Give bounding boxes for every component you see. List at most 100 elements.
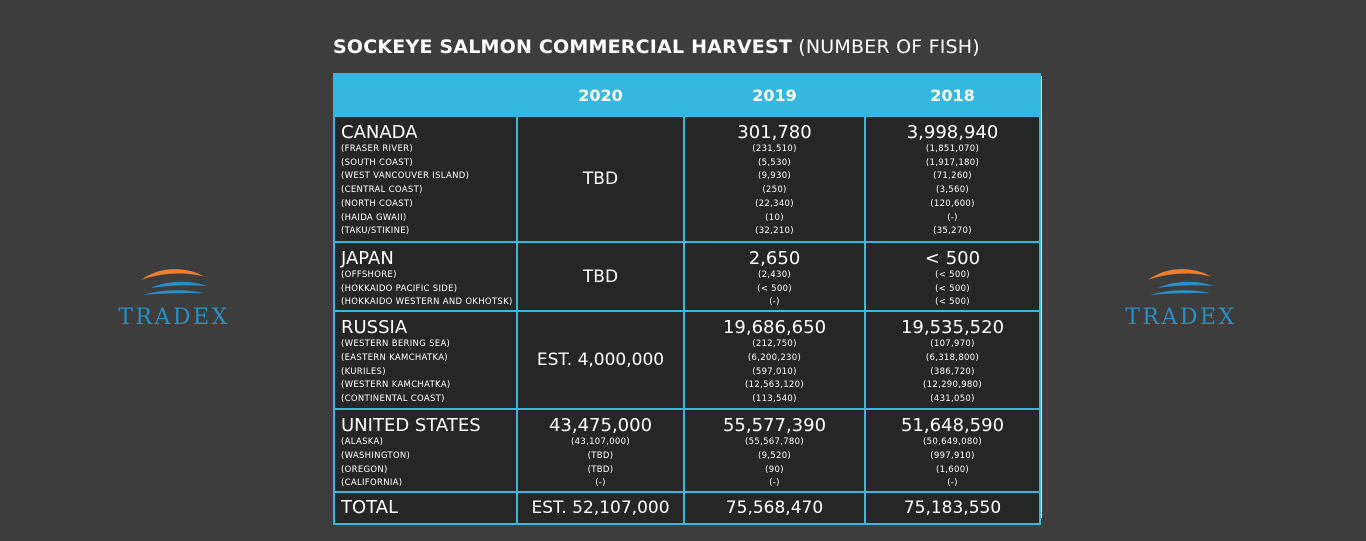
sub-value: (6,318,800) <box>925 352 980 363</box>
sub-region-label: (HAIDA GWAII) <box>341 212 407 223</box>
sub-value: (-) <box>947 478 958 489</box>
sub-value: (9,930) <box>757 171 792 182</box>
sub-value: (12,563,120) <box>745 380 804 391</box>
sub-region-label: (OFFSHORE) <box>341 270 397 280</box>
sub-value: (431,050) <box>930 393 975 404</box>
sub-value: (90) <box>765 464 784 475</box>
sub-value: (< 500) <box>757 283 792 294</box>
sub-value: (71,260) <box>933 171 972 182</box>
total-value: 43,475,000 <box>548 415 653 437</box>
value-cell-2019: 2,650 (2,430) (< 500) (-) <box>683 240 866 313</box>
sub-region-label: (HOKKAIDO PACIFIC SIDE) <box>341 283 458 294</box>
sub-value: (212,750) <box>752 339 797 350</box>
sub-value: (22,340) <box>755 198 794 209</box>
total-value: 55,577,390 <box>722 415 827 437</box>
value-cell-2020: EST. 4,000,000 <box>516 310 685 411</box>
region-cell: JAPAN (OFFSHORE) (HOKKAIDO PACIFIC SIDE) (H… <box>333 240 518 313</box>
value-cell-2018: 19,535,520 (107,970) (6,318,800) (386,720) (… <box>864 310 1041 411</box>
sub-value: (3,560) <box>935 185 970 196</box>
region-cell: UNITED STATES (ALASKA) (WASHINGTON) (OREGON… <box>333 408 518 493</box>
sub-value: (12,290,980) <box>923 380 982 391</box>
sub-value: (120,600) <box>930 198 975 209</box>
sub-region-label: (WESTERN BERING SEA) <box>341 339 451 350</box>
sub-region-label: (FRASER RIVER) <box>341 144 413 154</box>
sub-region-label: (WASHINGTON) <box>341 450 411 461</box>
total-2020: EST. 52,107,000 <box>516 490 685 525</box>
chart-title-main: SOCKEYE SALMON COMMERCIAL HARVEST <box>333 36 793 58</box>
brand-name: TRADEX <box>1125 305 1237 330</box>
sub-value: (-) <box>769 478 780 489</box>
table-row: UNITED STATES (ALASKA) (WASHINGTON) (OREGON… <box>333 408 1041 493</box>
sub-region-label: (OREGON) <box>341 464 388 475</box>
sub-value: (6,200,230) <box>747 352 802 363</box>
brand-name: TRADEX <box>118 305 230 330</box>
header-2019: 2019 <box>683 73 866 117</box>
sub-value: (113,540) <box>752 393 797 404</box>
total-value: TBD <box>582 169 619 189</box>
total-value: EST. 4,000,000 <box>536 350 665 371</box>
sub-value: (< 500) <box>935 297 970 308</box>
sub-value: (-) <box>595 478 606 489</box>
region-cell: RUSSIA (WESTERN BERING SEA) (EASTERN KAMCH… <box>333 310 518 411</box>
harvest-table: 2020 2019 2018 CANADA (FRASER RIVER) (SOUT… <box>333 73 1041 525</box>
value-cell-2020: 43,475,000 (43,107,000) (TBD) (TBD) (-) <box>516 408 685 493</box>
total-2019: 75,568,470 <box>683 490 866 525</box>
tradex-logo-right: TRADEX <box>1116 268 1246 330</box>
total-value: 301,780 <box>737 122 812 143</box>
table-row: CANADA (FRASER RIVER) (SOUTH COAST) (WEST V… <box>333 115 1041 243</box>
sub-region-label: (CALIFORNIA) <box>341 478 403 489</box>
sub-value: (35,270) <box>933 226 972 237</box>
total-row: TOTAL EST. 52,107,000 75,568,470 75,183,… <box>333 490 1041 525</box>
sub-value: (9,520) <box>757 450 792 461</box>
region-name: JAPAN <box>341 248 394 269</box>
sub-region-label: (CENTRAL COAST) <box>341 185 423 196</box>
region-name: CANADA <box>341 122 418 143</box>
chart-title: SOCKEYE SALMON COMMERCIAL HARVEST (NUMBE… <box>333 36 980 58</box>
sub-value: (TBD) <box>587 450 614 461</box>
total-value: 3,998,940 <box>906 122 999 143</box>
header-2018: 2018 <box>864 73 1041 117</box>
total-value: 2,650 <box>748 248 801 269</box>
table-body: CANADA (FRASER RIVER) (SOUTH COAST) (WEST V… <box>333 115 1041 525</box>
sub-region-label: (HOKKAIDO WESTERN AND OKHOTSK) <box>341 297 513 308</box>
region-name: RUSSIA <box>341 317 408 339</box>
value-cell-2018: 3,998,940 (1,851,070) (1,917,180) (71,260) (… <box>864 115 1041 243</box>
sub-value: (< 500) <box>935 270 970 280</box>
region-cell: CANADA (FRASER RIVER) (SOUTH COAST) (WEST V… <box>333 115 518 243</box>
total-value: 19,686,650 <box>722 317 827 339</box>
sub-region-label: (NORTH COAST) <box>341 198 414 209</box>
region-name: UNITED STATES <box>341 415 481 437</box>
sub-region-label: (ALASKA) <box>341 437 384 448</box>
value-cell-2018: < 500 (< 500) (< 500) (< 500) <box>864 240 1041 313</box>
sub-value: (10) <box>765 212 784 223</box>
value-cell-2019: 301,780 (231,510) (5,530) (9,930) (250) (22,3… <box>683 115 866 243</box>
sub-value: (-) <box>947 212 958 223</box>
value-cell-2020: TBD <box>516 240 685 313</box>
table-row: RUSSIA (WESTERN BERING SEA) (EASTERN KAMCH… <box>333 310 1041 411</box>
total-value: TBD <box>582 266 619 287</box>
sub-value: (TBD) <box>587 464 614 475</box>
sub-region-label: (TAKU/STIKINE) <box>341 226 410 237</box>
total-label: TOTAL <box>333 490 518 525</box>
value-cell-2019: 19,686,650 (212,750) (6,200,230) (597,010) (… <box>683 310 866 411</box>
sub-region-label: (WESTERN KAMCHATKA) <box>341 380 451 391</box>
value-cell-2019: 55,577,390 (55,567,780) (9,520) (90) (-) <box>683 408 866 493</box>
chart-title-unit: (NUMBER OF FISH) <box>798 36 980 58</box>
header-row: 2020 2019 2018 <box>333 73 1041 117</box>
sub-value: (997,910) <box>930 450 975 461</box>
sub-value: (1,851,070) <box>925 144 980 154</box>
value-cell-2020: TBD <box>516 115 685 243</box>
sub-value: (50,649,080) <box>923 437 982 448</box>
sub-value: (250) <box>762 185 787 196</box>
sub-value: (5,530) <box>757 157 792 168</box>
fish-logo-icon <box>1148 269 1214 295</box>
total-value: < 500 <box>924 248 981 269</box>
sub-region-label: (WEST VANCOUVER ISLAND) <box>341 171 470 182</box>
header-region <box>333 73 518 117</box>
sub-value: (< 500) <box>935 283 970 294</box>
total-value: 51,648,590 <box>900 415 1005 437</box>
sub-value: (-) <box>769 297 780 308</box>
sub-value: (1,600) <box>935 464 970 475</box>
value-cell-2018: 51,648,590 (50,649,080) (997,910) (1,600) (-… <box>864 408 1041 493</box>
sub-region-label: (SOUTH COAST) <box>341 157 414 168</box>
